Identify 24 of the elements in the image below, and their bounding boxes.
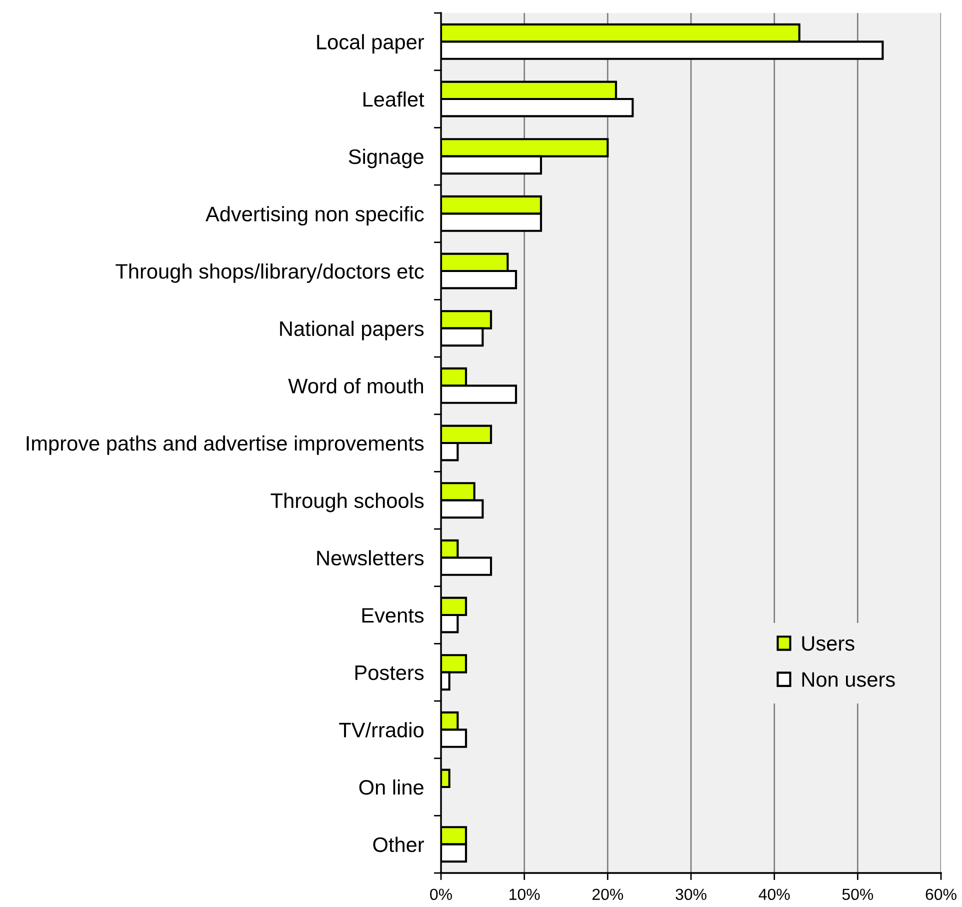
x-tick-label: 40% — [758, 888, 790, 900]
y-tick-label: Word of mouth — [288, 378, 423, 394]
x-tick-label: 20% — [592, 888, 624, 900]
legend-label: Users — [802, 636, 854, 651]
y-tick-label: Posters — [355, 666, 424, 680]
x-tick-label: 10% — [510, 888, 540, 900]
y-tick-label: Improve paths and advertise improvements — [26, 435, 424, 455]
y-tick-label: TV/rradio — [339, 722, 424, 738]
y-tick-label: Leaflet — [363, 91, 424, 107]
y-tick-label: Newsletters — [317, 550, 424, 566]
y-tick-label: On line — [359, 779, 424, 795]
y-tick-label: Advertising non specific — [206, 206, 424, 226]
y-tick-label: Other — [373, 836, 424, 852]
y-tick-label: Local paper — [317, 34, 424, 54]
y-tick-label: National papers — [280, 320, 424, 340]
y-tick-label: Events — [362, 608, 424, 623]
x-tick-label: 0% — [430, 888, 452, 900]
y-tick-label: Through shops/library/doctors etc — [116, 263, 424, 283]
x-tick-label: 30% — [676, 888, 706, 900]
x-tick-label: 50% — [842, 888, 874, 900]
y-tick-label: Through schools — [270, 492, 424, 512]
legend-label: Non users — [802, 672, 895, 687]
x-tick-label: 60% — [926, 888, 956, 900]
y-tick-label: Signage — [348, 148, 424, 168]
